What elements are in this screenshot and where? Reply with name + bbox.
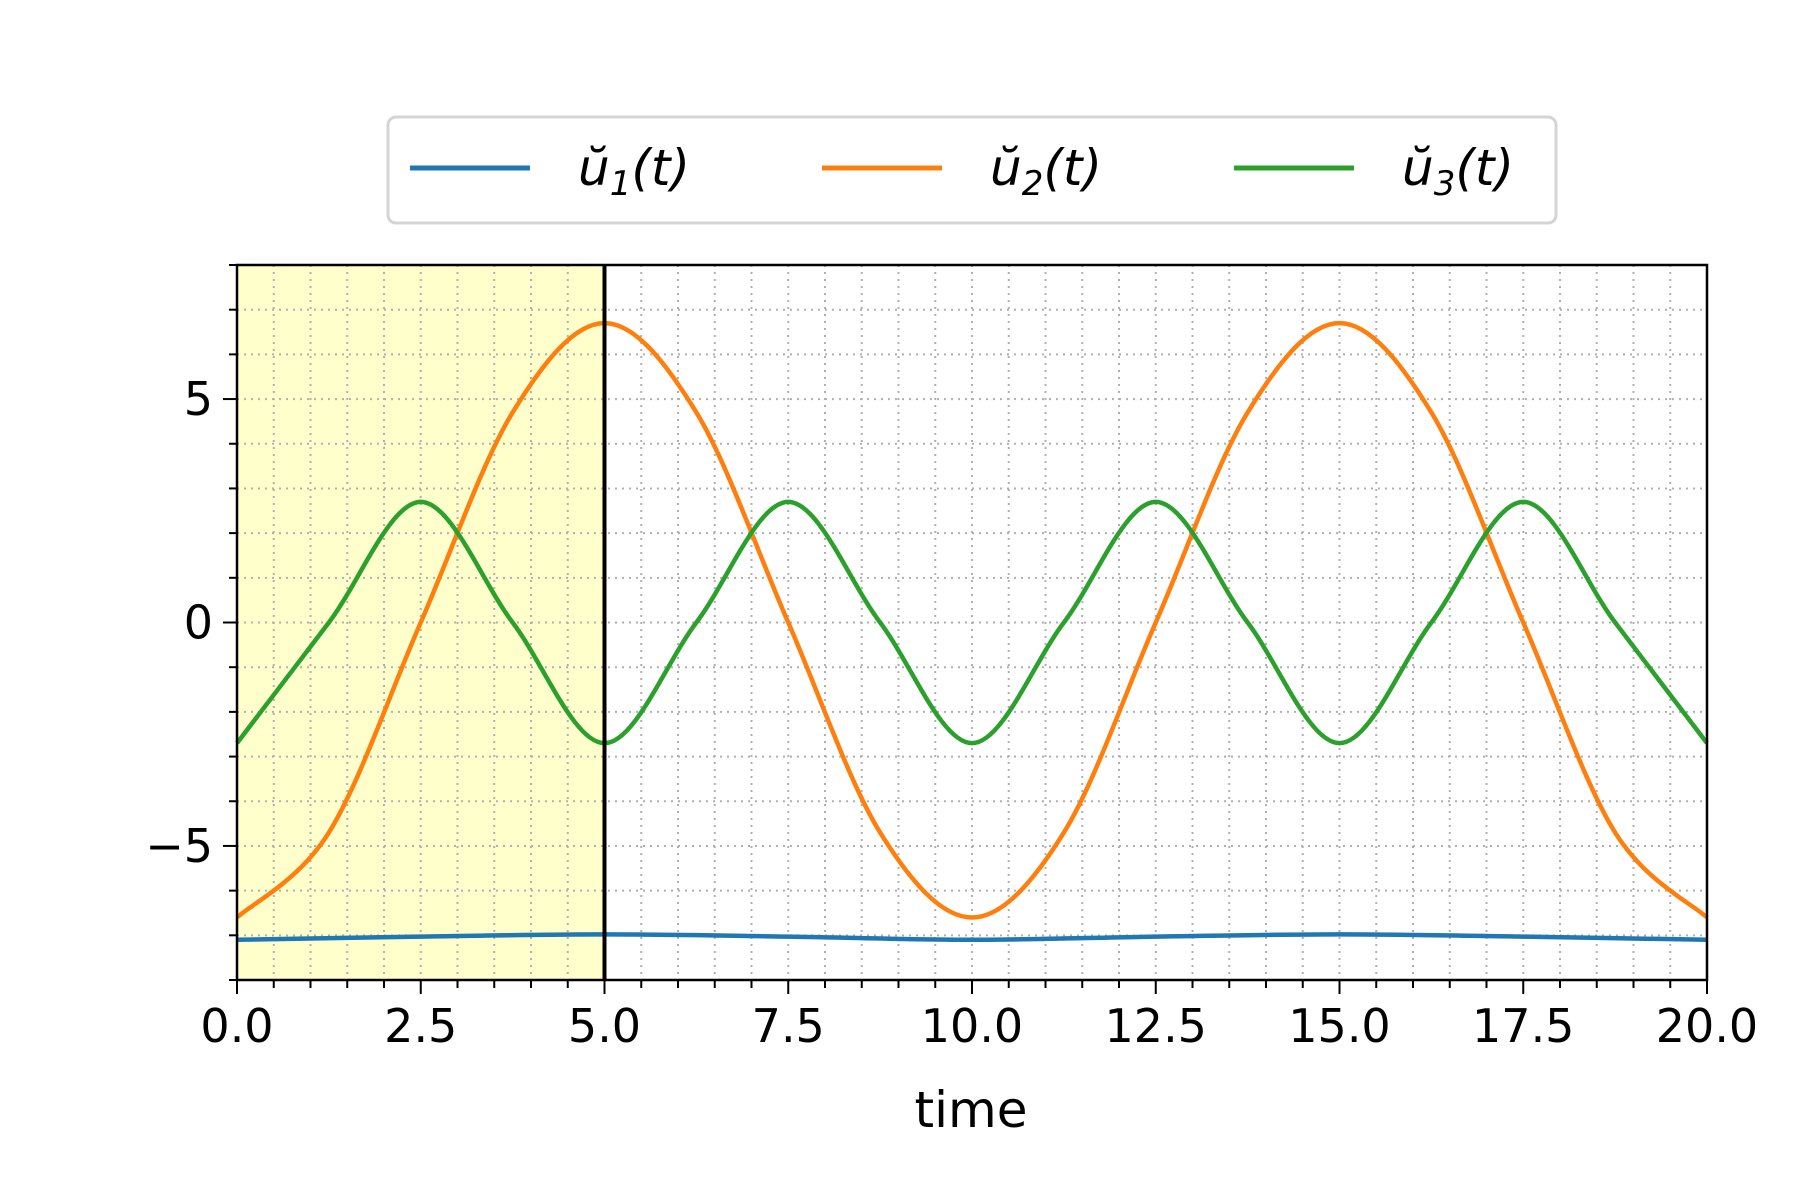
legend-label-1: ŭ1(t) — [578, 139, 690, 204]
x-tick-label: 12.5 — [1105, 999, 1207, 1053]
legend-label-2: ŭ2(t) — [990, 139, 1102, 204]
plot-area — [235, 263, 1709, 982]
x-axis-label: time — [915, 1081, 1028, 1139]
legend: ŭ1(t) ŭ2(t) ŭ3(t) — [386, 115, 1558, 225]
x-tick-label: 15.0 — [1288, 999, 1390, 1053]
series-line-1 — [236, 932, 1708, 943]
x-tick-label: 10.0 — [921, 999, 1023, 1053]
legend-box — [386, 115, 1558, 225]
x-tick-label: 0.0 — [200, 999, 273, 1053]
series-line-3 — [235, 499, 1709, 746]
y-axis: 5 0 −5 — [145, 264, 237, 981]
y-tick-label: 5 — [184, 372, 213, 426]
x-tick-label: 5.0 — [568, 999, 641, 1053]
x-tick-label: 2.5 — [384, 999, 457, 1053]
x-tick-label: 20.0 — [1656, 999, 1758, 1053]
y-tick-label: 0 — [184, 596, 213, 650]
series-line-2 — [235, 320, 1709, 920]
x-tick-label: 17.5 — [1472, 999, 1574, 1053]
legend-label-3: ŭ3(t) — [1402, 139, 1514, 204]
y-tick-label: −5 — [145, 819, 213, 873]
x-axis: 0.0 2.5 5.0 7.5 10.0 12.5 15.0 17.5 20.0 — [200, 980, 1758, 1053]
x-tick-label: 7.5 — [752, 999, 825, 1053]
